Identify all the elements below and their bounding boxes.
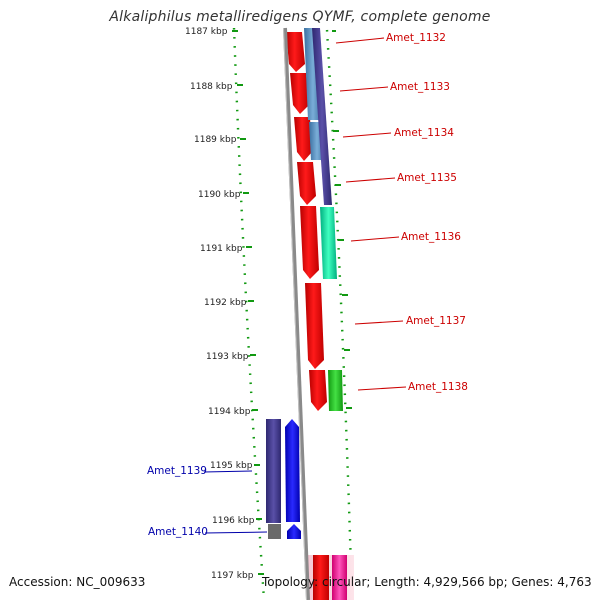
leader-line-amet-1138 xyxy=(357,386,407,391)
gene-label-amet-1135[interactable]: Amet_1135 xyxy=(397,172,457,184)
forward-gene-track xyxy=(286,32,329,600)
gene-label-amet-1132[interactable]: Amet_1132 xyxy=(386,32,446,44)
gene-block-next[interactable] xyxy=(313,555,329,600)
gene-label-amet-1137[interactable]: Amet_1137 xyxy=(406,315,466,327)
outer-dotted-arc xyxy=(325,29,354,600)
gene-arrow-amet-1133[interactable] xyxy=(290,73,309,114)
backbone-line xyxy=(283,27,310,600)
leader-line-amet-1139 xyxy=(203,470,253,473)
feature-purple[interactable] xyxy=(312,28,332,205)
gene-block-amet-1140[interactable] xyxy=(268,524,281,539)
reverse-gene-labels: Amet_1139 Amet_1140 xyxy=(147,465,268,538)
tick-label-1193: 1193 kbp xyxy=(206,352,249,362)
gene-arrow-amet-1138[interactable] xyxy=(309,370,327,411)
map-title: Alkaliphilus metalliredigens QYMF, compl… xyxy=(109,9,491,25)
gene-label-amet-1133[interactable]: Amet_1133 xyxy=(390,81,450,93)
tick-label-1195: 1195 kbp xyxy=(210,461,253,471)
feature-track xyxy=(304,28,347,600)
leader-line-amet-1133 xyxy=(339,86,389,92)
leader-line-amet-1140 xyxy=(204,531,268,534)
backbone-highlight xyxy=(283,27,307,600)
gene-arrow-blue-2[interactable] xyxy=(287,524,301,539)
gene-arrow-amet-1134[interactable] xyxy=(294,117,312,161)
tick-label-1191: 1191 kbp xyxy=(200,244,243,254)
gene-arrow-amet-1132[interactable] xyxy=(286,32,305,72)
tick-label-1187: 1187 kbp xyxy=(185,27,228,37)
scale-ticks: 1187 kbp 1188 kbp 1189 kbp 1190 kbp 1191… xyxy=(185,27,352,581)
leader-line-amet-1132 xyxy=(335,37,385,44)
forward-gene-labels: Amet_1132 Amet_1133 Amet_1134 Amet_1135 … xyxy=(335,32,468,393)
reverse-gene-track xyxy=(266,419,301,539)
gene-arrow-amet-1137[interactable] xyxy=(305,283,324,369)
tick-label-1196: 1196 kbp xyxy=(212,516,255,526)
feature-pink[interactable] xyxy=(332,555,347,600)
gene-block-amet-1139[interactable] xyxy=(266,419,281,523)
feature-cyan[interactable] xyxy=(320,207,337,279)
leader-line-amet-1134 xyxy=(342,132,392,138)
feature-green[interactable] xyxy=(328,370,343,411)
gene-arrow-blue-1[interactable] xyxy=(285,419,300,522)
tick-label-1190: 1190 kbp xyxy=(198,190,241,200)
leader-line-amet-1137 xyxy=(354,320,404,325)
gene-label-amet-1134[interactable]: Amet_1134 xyxy=(394,127,454,139)
topology-text: Topology: circular; Length: 4,929,566 bp… xyxy=(262,575,592,589)
accession-text: Accession: NC_009633 xyxy=(9,575,146,589)
gene-arrow-amet-1136[interactable] xyxy=(300,206,319,279)
leader-line-amet-1136 xyxy=(350,236,400,242)
tick-label-1188: 1188 kbp xyxy=(190,82,233,92)
gene-arrow-amet-1135[interactable] xyxy=(297,162,316,205)
gene-label-amet-1139[interactable]: Amet_1139 xyxy=(147,465,207,477)
tick-label-1192: 1192 kbp xyxy=(204,298,247,308)
tick-label-1189: 1189 kbp xyxy=(194,135,237,145)
tick-label-1194: 1194 kbp xyxy=(208,407,251,417)
gene-label-amet-1136[interactable]: Amet_1136 xyxy=(401,231,461,243)
gene-label-amet-1140[interactable]: Amet_1140 xyxy=(148,526,208,538)
tick-label-1197: 1197 kbp xyxy=(211,571,254,581)
inner-dotted-arc xyxy=(232,27,266,600)
gene-label-amet-1138[interactable]: Amet_1138 xyxy=(408,381,468,393)
leader-line-amet-1135 xyxy=(345,177,396,183)
